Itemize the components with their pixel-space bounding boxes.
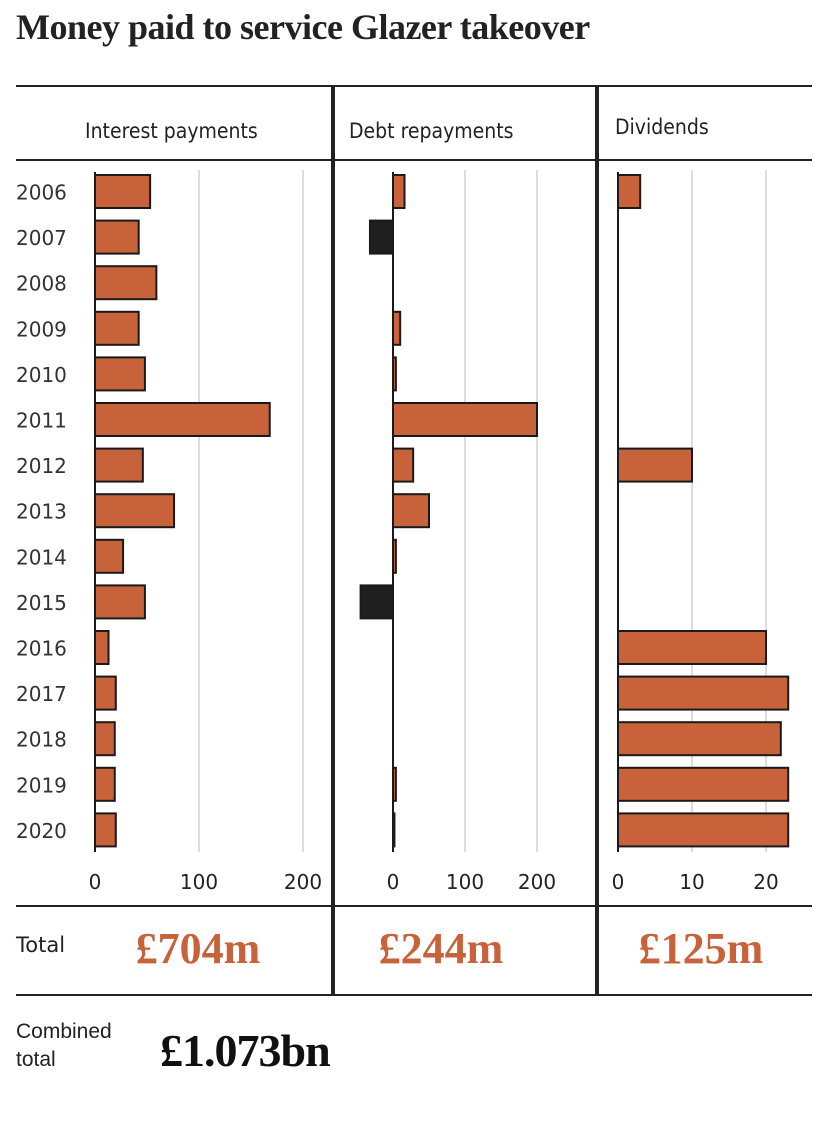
total-interest: £704m: [136, 924, 261, 973]
chart-title: Money paid to service Glazer takeover: [16, 7, 590, 47]
total-label: Total: [15, 933, 65, 957]
debt-bar-2012: [392, 447, 415, 483]
dividends-bar-2016: [617, 630, 767, 665]
debt-bar-2015: [359, 584, 395, 620]
dividends-bar-2019: [617, 766, 790, 802]
tick-labels: 0 100 200 0 100 200 0 10 20: [89, 870, 779, 894]
interest-bar-2016: [94, 630, 110, 665]
dividends-bar-2018: [617, 721, 782, 757]
debt-bar-2007: [368, 219, 394, 255]
year-label-2016: 2016: [16, 637, 67, 661]
debt-tick-label-100: 100: [446, 870, 484, 894]
total-debt: £244m: [379, 924, 504, 973]
interest-bar-2012: [94, 447, 144, 483]
interest-tick-label-200: 200: [284, 870, 322, 894]
dividends-bar-2020: [617, 812, 790, 848]
total-dividends: £125m: [639, 924, 764, 973]
combined-line-2: total: [16, 1048, 56, 1071]
interest-bar-2009: [94, 310, 140, 346]
year-label-2017: 2017: [16, 682, 67, 706]
interest-bar-2011: [94, 402, 271, 437]
dividends-tick-label-20: 20: [753, 870, 778, 894]
year-label-2020: 2020: [16, 819, 67, 843]
dividends-tick-label-0: 0: [612, 870, 625, 894]
interest-bar-2018: [94, 721, 116, 757]
year-labels: 2006 2007 2008 2009 2010 2011 2012 2013 2014 2015…: [16, 181, 67, 843]
year-label-2014: 2014: [16, 545, 67, 569]
header-dividends: Dividends: [615, 115, 709, 139]
dividends-bar-2012: [617, 447, 693, 483]
year-label-2011: 2011: [16, 409, 67, 433]
interest-bar-2015: [94, 584, 146, 620]
year-label-2019: 2019: [16, 773, 67, 797]
year-label-2010: 2010: [16, 363, 67, 387]
interest-bar-2008: [94, 265, 158, 301]
interest-bar-2013: [94, 493, 176, 529]
interest-bar-2020: [94, 812, 117, 848]
interest-bar-2010: [94, 356, 146, 392]
interest-bar-2014: [94, 538, 125, 574]
combined-line-1: Combined: [16, 1020, 112, 1043]
interest-bar-2007: [94, 219, 140, 255]
year-label-2008: 2008: [16, 272, 67, 296]
debt-tick-label-0: 0: [387, 870, 400, 894]
bars-layer: [94, 172, 790, 852]
year-label-2015: 2015: [16, 591, 67, 615]
debt-tick-label-200: 200: [518, 870, 556, 894]
interest-bar-2017: [94, 675, 117, 711]
combined-total-label: Combined total: [16, 1018, 112, 1074]
combined-total-value: £1.073bn: [160, 1025, 331, 1076]
dividends-bar-2017: [617, 675, 790, 711]
debt-bar-2006: [392, 174, 406, 209]
header-debt: Debt repayments: [349, 119, 514, 143]
debt-bar-2009: [392, 310, 402, 346]
dividends-bar-2006: [617, 174, 642, 209]
header-interest: Interest payments: [85, 119, 258, 143]
interest-tick-label-0: 0: [89, 870, 102, 894]
year-label-2009: 2009: [16, 317, 67, 341]
year-label-2012: 2012: [16, 454, 67, 478]
year-label-2018: 2018: [16, 728, 67, 752]
debt-bar-2011: [392, 402, 538, 437]
debt-bar-2013: [392, 493, 430, 529]
interest-bar-2019: [94, 766, 116, 802]
dividends-tick-label-10: 10: [679, 870, 704, 894]
interest-tick-label-100: 100: [180, 870, 218, 894]
year-label-2006: 2006: [16, 181, 67, 205]
year-label-2013: 2013: [16, 500, 67, 524]
year-label-2007: 2007: [16, 226, 67, 250]
interest-bar-2006: [94, 174, 152, 209]
